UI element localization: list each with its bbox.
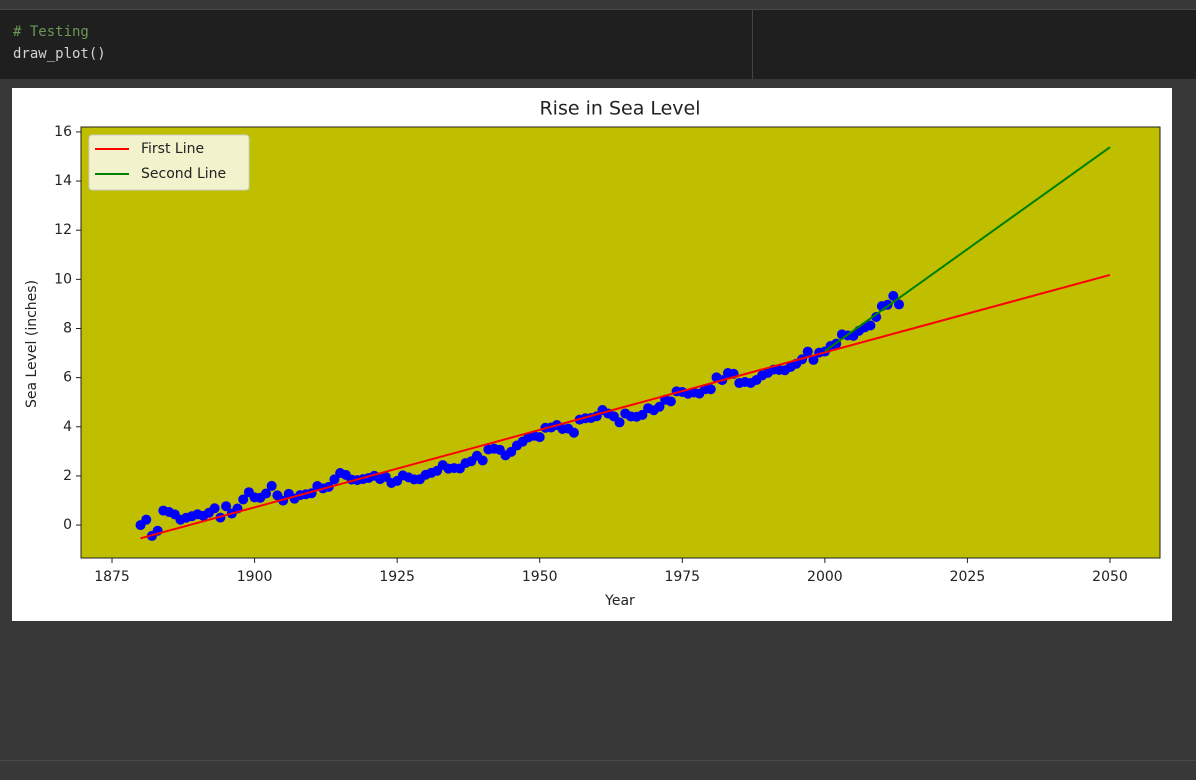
data-point [871, 311, 882, 322]
x-tick-label: 2000 [807, 569, 843, 585]
legend-label: Second Line [141, 166, 226, 182]
y-tick-label: 4 [63, 419, 72, 435]
x-tick-label: 1875 [94, 569, 130, 585]
data-point [141, 514, 152, 525]
code-comment: # Testing [13, 24, 89, 40]
y-tick-label: 12 [54, 222, 72, 238]
plot-frame [80, 126, 1161, 559]
x-tick-label: 1925 [379, 569, 415, 585]
data-point [802, 346, 813, 357]
y-tick-label: 0 [63, 517, 72, 533]
data-point [477, 455, 488, 466]
data-point [568, 427, 579, 438]
y-tick-label: 2 [63, 468, 72, 484]
data-point [329, 474, 340, 485]
cell-separator [0, 760, 1196, 761]
y-axis-label: Sea Level (inches) [24, 280, 40, 408]
x-tick-label: 1900 [237, 569, 273, 585]
data-point [808, 354, 819, 365]
plot-layer [135, 146, 1111, 541]
code-line: draw_plot() [13, 46, 106, 62]
legend-label: First Line [141, 141, 204, 157]
data-point [266, 480, 277, 491]
data-point [865, 320, 876, 331]
data-point [888, 290, 899, 301]
y-tick-label: 6 [63, 370, 72, 386]
data-point [893, 299, 904, 310]
x-tick-label: 2050 [1092, 569, 1128, 585]
x-axis-label: Year [604, 593, 635, 609]
data-point [260, 488, 271, 499]
chart: Rise in Sea Level Year Sea Level (inches… [24, 98, 1161, 609]
plot-area [81, 127, 1160, 558]
y-tick-label: 10 [54, 271, 72, 287]
trend-line [824, 146, 1111, 352]
data-point [221, 501, 232, 512]
y-tick-label: 14 [54, 173, 72, 189]
cell-divider [752, 10, 753, 79]
x-tick-label: 1975 [664, 569, 700, 585]
data-point [665, 396, 676, 407]
data-point [637, 409, 648, 420]
trend-line [140, 273, 1111, 540]
data-point [534, 432, 545, 443]
x-tick-label: 1950 [522, 569, 558, 585]
code-cell[interactable]: # Testing draw_plot() [0, 9, 1196, 79]
chart-title: Rise in Sea Level [539, 98, 700, 120]
x-tick-label: 2025 [950, 569, 986, 585]
data-point [654, 401, 665, 412]
data-point [614, 417, 625, 428]
output-area: Rise in Sea Level Year Sea Level (inches… [12, 88, 1172, 621]
data-point [238, 494, 249, 505]
y-tick-label: 8 [63, 320, 72, 336]
data-point [705, 384, 716, 395]
data-point [209, 503, 220, 514]
y-tick-label: 16 [54, 124, 72, 140]
